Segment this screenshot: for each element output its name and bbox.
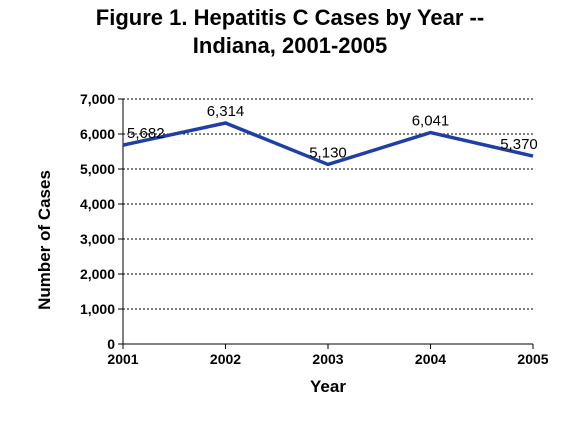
y-tick-labels: 0 1,000 2,000 3,000 4,000 5,000 6,000 7,000: [80, 91, 115, 352]
x-tick-label-0: 2001: [107, 351, 138, 367]
y-tick-label-7: 7,000: [80, 91, 115, 107]
x-tick-label-4: 2005: [517, 351, 548, 367]
data-label-3: 6,041: [412, 113, 450, 130]
chart-title: Figure 1. Hepatitis C Cases by Year -- I…: [40, 4, 540, 60]
x-tick-label-3: 2004: [415, 351, 446, 367]
chart-title-line-2: Indiana, 2001-2005: [192, 33, 388, 58]
gridlines: [118, 98, 533, 345]
y-tick-label-0: 0: [107, 336, 115, 352]
data-label-4: 5,370: [500, 136, 538, 153]
y-tick-label-3: 3,000: [80, 231, 115, 247]
data-labels: 5,682 6,314 5,130 6,041 5,370: [127, 103, 538, 161]
data-label-0: 5,682: [127, 125, 165, 142]
x-tick-label-2: 2003: [312, 351, 343, 367]
y-tick-label-6: 6,000: [80, 126, 115, 142]
x-tick-labels: 2001 2002 2003 2004 2005: [107, 351, 548, 367]
data-label-1: 6,314: [207, 103, 245, 120]
series-group: [122, 121, 534, 167]
y-tick-label-5: 5,000: [80, 161, 115, 177]
series-line-0: [122, 121, 534, 167]
y-tick-label-1: 1,000: [80, 301, 115, 317]
y-tick-label-2: 2,000: [80, 266, 115, 282]
y-axis-label: Number of Cases: [35, 170, 54, 310]
x-axis-label: Year: [310, 377, 346, 396]
chart-title-line-1: Figure 1. Hepatitis C Cases by Year --: [95, 5, 485, 30]
y-tick-label-4: 4,000: [80, 196, 115, 212]
x-tick-label-1: 2002: [210, 351, 241, 367]
axes: [122, 99, 534, 349]
data-label-2: 5,130: [309, 144, 347, 161]
